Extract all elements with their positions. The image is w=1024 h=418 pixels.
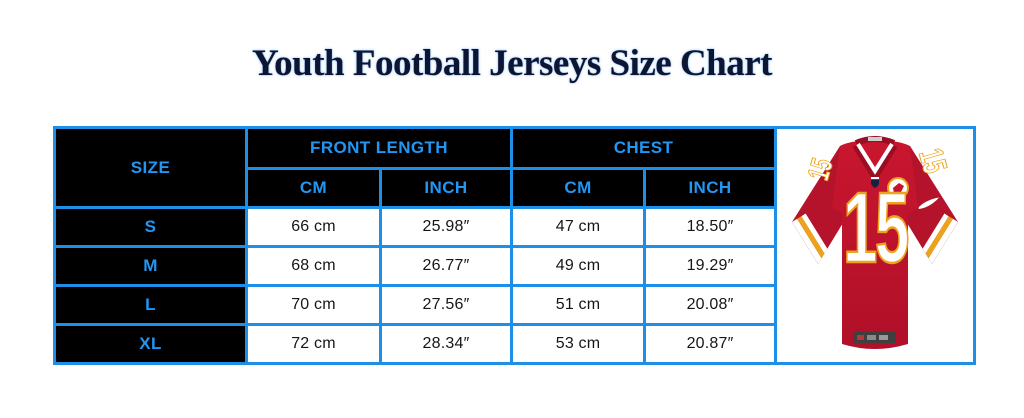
- front-length-inch-value: 27.56″: [378, 284, 514, 326]
- chest-cm-value: 49 cm: [510, 245, 647, 287]
- swoosh-icon: [918, 197, 940, 209]
- chest-cm-value: 51 cm: [510, 284, 647, 326]
- chest-inch-value: 19.29″: [643, 245, 778, 287]
- jersey-chest-number: 15: [843, 172, 908, 284]
- table-row-l: L 70 cm 27.56″ 51 cm 20.08″: [53, 284, 975, 326]
- team-patch-icon: [887, 177, 910, 199]
- size-label: L: [53, 284, 248, 326]
- col-header-chest-cm: CM: [510, 167, 647, 209]
- col-header-chest-inch: INCH: [643, 167, 778, 209]
- jersey-image: 15 15 15: [792, 136, 959, 349]
- col-header-front-length-cm: CM: [245, 167, 382, 209]
- front-length-cm-value: 66 cm: [245, 206, 382, 248]
- chest-cm-value: 53 cm: [510, 323, 647, 365]
- chest-inch-value: 20.87″: [643, 323, 778, 365]
- jersey-right-shoulder-number: 15: [912, 144, 955, 177]
- col-header-front-length-inch: INCH: [378, 167, 514, 209]
- size-label: S: [53, 206, 248, 248]
- page-title: Youth Football Jerseys Size Chart: [252, 43, 772, 84]
- jersey-left-sleeve: [792, 146, 847, 264]
- table-row-s: S 66 cm 25.98″ 47 cm 18.50″: [53, 206, 975, 248]
- front-length-inch-value: 28.34″: [378, 323, 514, 365]
- front-length-inch-value: 26.77″: [378, 245, 514, 287]
- chest-inch-value: 18.50″: [643, 206, 778, 248]
- table-row-xl: XL 72 cm 28.34″ 53 cm 20.87″: [53, 323, 975, 365]
- front-length-cm-value: 72 cm: [245, 323, 382, 365]
- size-label: M: [53, 245, 248, 287]
- nfl-shield-icon: [871, 177, 880, 188]
- jersey-collar: [852, 136, 898, 184]
- col-group-chest: CHEST: [510, 126, 778, 170]
- chest-cm-value: 47 cm: [510, 206, 647, 248]
- size-label: XL: [53, 323, 248, 365]
- size-chart-table: SIZE FRONT LENGTH CHEST: [53, 126, 977, 365]
- table-row-m: M 68 cm 26.77″ 49 cm 19.29″: [53, 245, 975, 287]
- front-length-cm-value: 70 cm: [245, 284, 382, 326]
- front-length-cm-value: 68 cm: [245, 245, 382, 287]
- col-header-size: SIZE: [53, 126, 248, 209]
- front-length-inch-value: 25.98″: [378, 206, 514, 248]
- jersey-right-sleeve: [904, 146, 959, 264]
- jock-tag: [854, 332, 897, 343]
- chest-inch-value: 20.08″: [643, 284, 778, 326]
- col-group-front-length: FRONT LENGTH: [244, 126, 514, 170]
- jersey-cell: 15 15 15: [774, 126, 977, 365]
